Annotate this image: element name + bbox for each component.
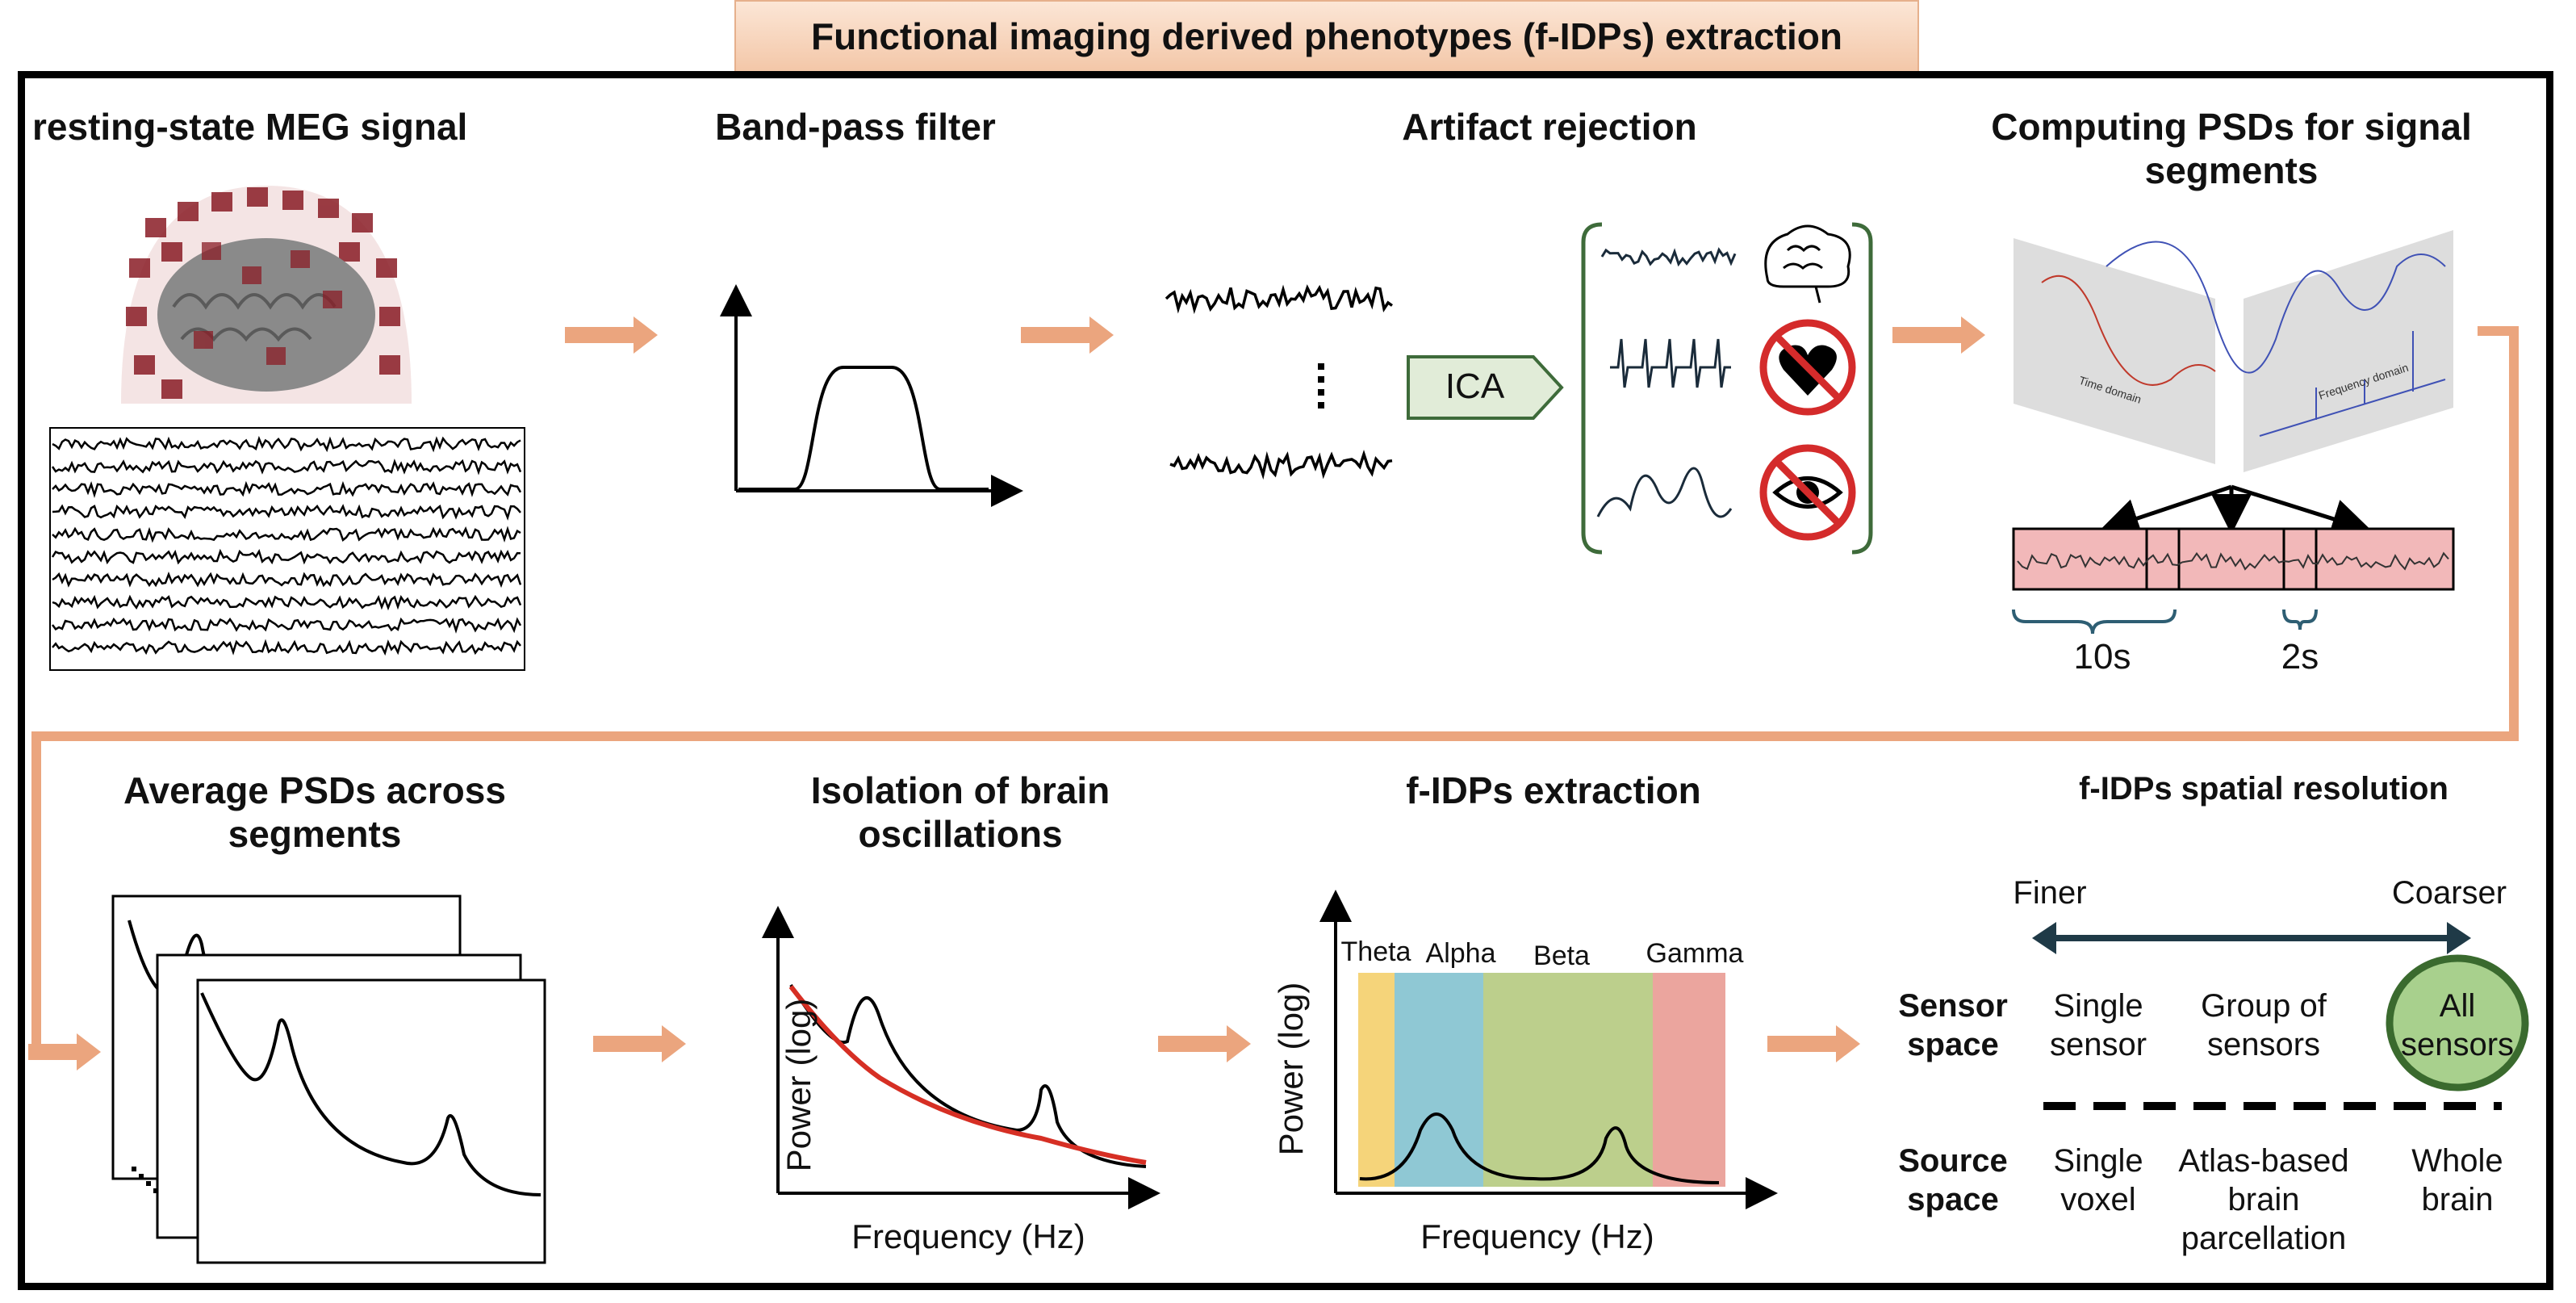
psd-time-frequency-panels: Time domain Frequency domain xyxy=(2014,230,2453,472)
no-heart-icon xyxy=(1759,319,1856,416)
brain-icon xyxy=(1764,224,1851,304)
raw-trace xyxy=(52,480,522,499)
step-isolation: Isolation of brain oscillations xyxy=(810,769,1110,855)
all-sensors-label: All sensors xyxy=(2400,988,2515,1062)
resolution-arrow xyxy=(2032,922,2471,954)
ica-box xyxy=(1407,355,1564,420)
fidp-band-plot xyxy=(1319,890,1778,1209)
stacked-psd-panels xyxy=(111,895,546,1264)
band-gamma xyxy=(1653,973,1725,1187)
raw-trace xyxy=(51,459,522,476)
whole-brain-label: Whole brain xyxy=(2411,1143,2503,1217)
main-frame xyxy=(18,71,2553,1290)
coarser-label: Coarser xyxy=(2391,875,2507,911)
segment-2s: 2s xyxy=(2281,637,2319,677)
segment-arrows xyxy=(2098,484,2373,538)
band-alpha xyxy=(1395,973,1483,1187)
ica-components xyxy=(1581,222,1873,555)
atlas-parcellation-label: Atlas-based brain parcellation xyxy=(2178,1143,2349,1256)
step-computing-psds: Computing PSDs for signal segments xyxy=(1991,106,2472,191)
step-spatial-resolution: f-IDPs spatial resolution xyxy=(2079,771,2448,807)
signal-segments xyxy=(2012,527,2455,635)
all-sensors-highlight xyxy=(2386,954,2529,1091)
finer-label: Finer xyxy=(2013,875,2087,911)
meg-helmet-icon xyxy=(121,186,412,404)
raw-trace xyxy=(52,504,521,521)
raw-trace xyxy=(52,526,521,543)
step-meg-signal: resting-state MEG signal xyxy=(32,106,468,148)
source-space-label: Source space xyxy=(1898,1143,2008,1217)
y-axis-label-isolation: Power (log) xyxy=(780,998,818,1172)
ica-label: ICA xyxy=(1445,367,1505,406)
flow-arrows xyxy=(28,316,1985,1070)
filtered-signals xyxy=(1165,284,1394,480)
sensor-space-label: Sensor space xyxy=(1898,988,2008,1062)
step-artifact-rejection: Artifact rejection xyxy=(1402,106,1697,148)
no-eye-icon xyxy=(1759,444,1856,541)
figure-title: Functional imaging derived phenotypes (f… xyxy=(734,0,1919,73)
raw-meg-traces xyxy=(49,427,525,671)
raw-trace xyxy=(51,617,522,634)
raw-trace xyxy=(52,435,521,453)
y-axis-label-fidp: Power (log) xyxy=(1272,982,1310,1156)
group-of-sensors-label: Group of sensors xyxy=(2201,988,2327,1062)
band-label-theta: Theta xyxy=(1340,936,1411,967)
single-voxel-label: Single voxel xyxy=(2053,1143,2143,1217)
raw-trace xyxy=(52,571,522,589)
band-label-alpha: Alpha xyxy=(1425,938,1496,969)
step-average-psds: Average PSDs across segments xyxy=(123,769,506,855)
row-connector xyxy=(31,326,2519,1052)
x-axis-label-fidp: Frequency (Hz) xyxy=(1420,1217,1654,1255)
raw-trace xyxy=(52,594,522,611)
raw-trace xyxy=(52,639,521,656)
x-axis-label-isolation: Frequency (Hz) xyxy=(851,1217,1085,1255)
bandpass-filter-plot xyxy=(720,284,1023,507)
segment-10s: 10s xyxy=(2073,637,2131,677)
step-fidp-extraction: f-IDPs extraction xyxy=(1406,769,1701,811)
single-sensor-label: Single sensor xyxy=(2049,988,2147,1062)
raw-trace xyxy=(51,548,521,565)
band-label-beta: Beta xyxy=(1533,941,1590,971)
step-bandpass: Band-pass filter xyxy=(715,106,996,148)
band-label-gamma: Gamma xyxy=(1646,938,1744,969)
band-beta xyxy=(1483,973,1653,1187)
oscillation-isolation-plot xyxy=(762,906,1160,1209)
band-theta xyxy=(1358,973,1395,1187)
